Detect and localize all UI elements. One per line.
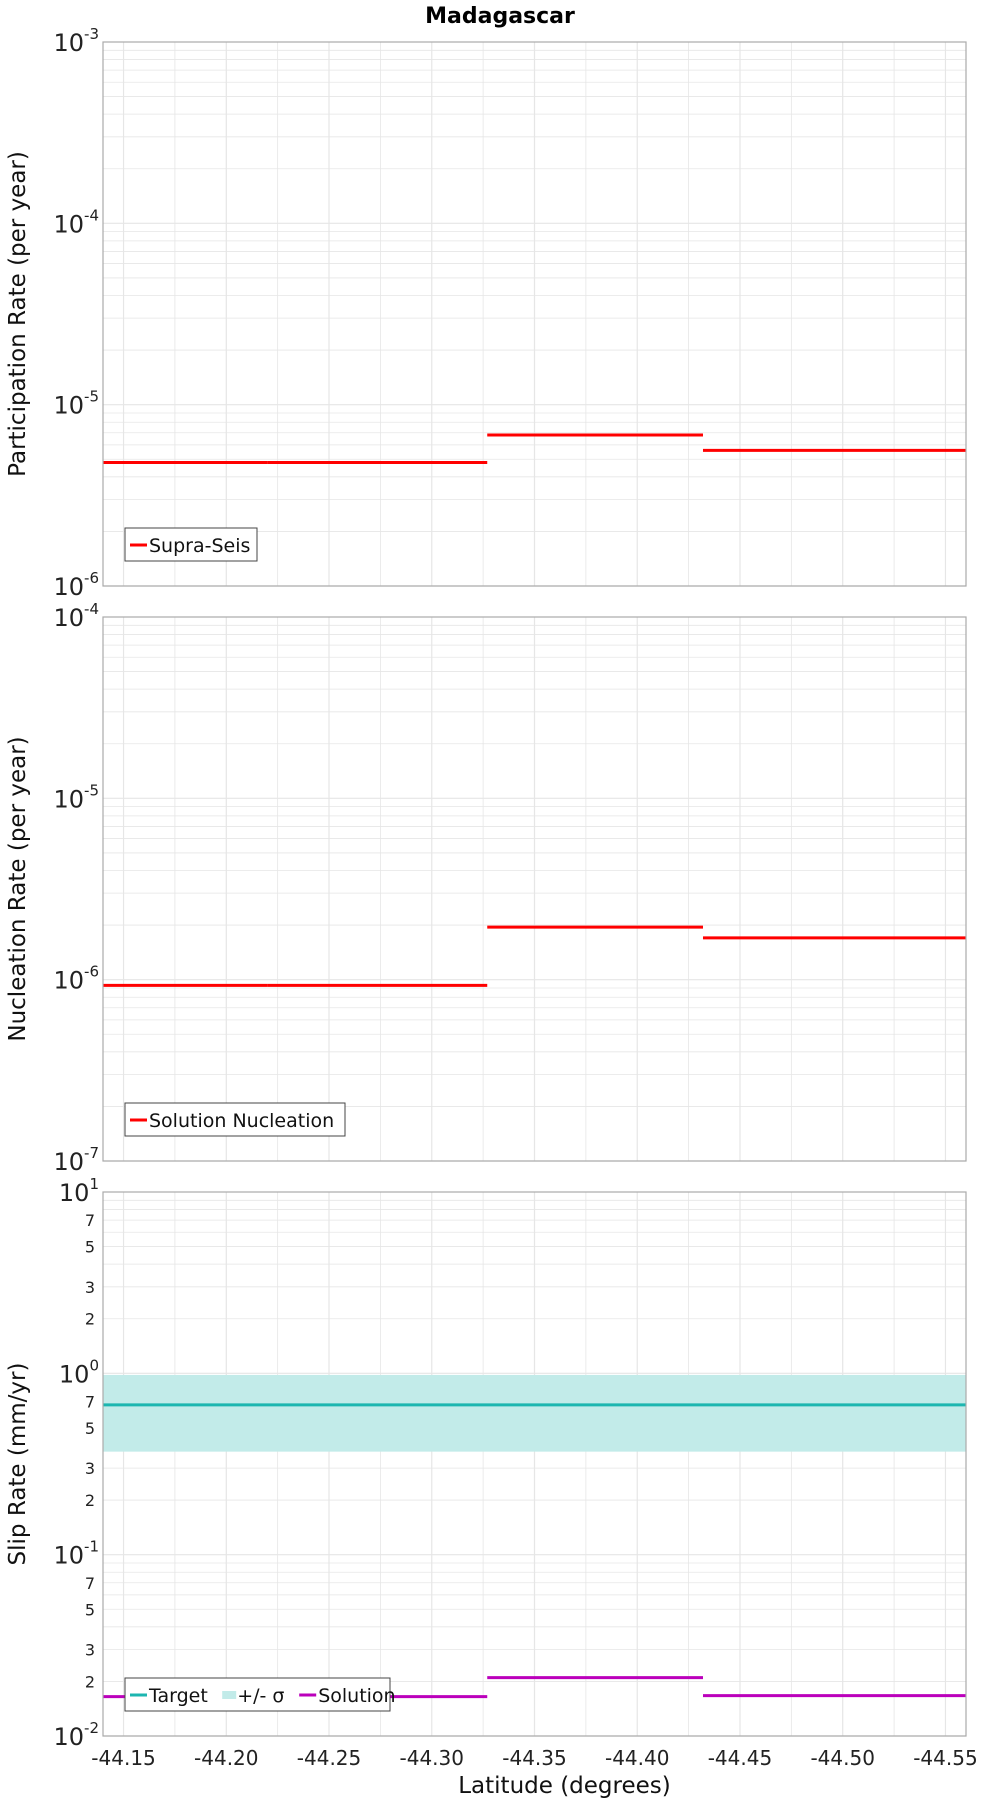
legend-label: +/- σ — [237, 1685, 284, 1707]
y-minor-tick-label: 7 — [85, 1574, 95, 1593]
x-tick-label: -44.30 — [400, 1746, 464, 1770]
figure-title: Madagascar — [425, 4, 575, 29]
y-axis-title: Slip Rate (mm/yr) — [5, 1363, 31, 1566]
x-tick-label: -44.20 — [194, 1746, 258, 1770]
plot-frame — [102, 1191, 967, 1737]
legend-box — [124, 1677, 391, 1712]
y-tick-label: 10-7 — [53, 1144, 99, 1176]
y-tick-label: 101 — [59, 1175, 99, 1207]
y-axis-title: Participation Rate (per year) — [5, 151, 31, 477]
legend: Solution Nucleation — [124, 1102, 346, 1137]
y-tick-label: 10-5 — [53, 781, 99, 813]
plot-frame — [102, 41, 967, 587]
y-minor-tick-label: 3 — [85, 1459, 95, 1478]
x-tick-label: -44.45 — [708, 1746, 772, 1770]
y-tick-label: 10-6 — [53, 569, 99, 601]
y-minor-tick-label: 5 — [85, 1238, 95, 1257]
sigma-band — [103, 1374, 966, 1452]
y-tick-label: 10-4 — [53, 206, 99, 238]
legend-label: Supra-Seis — [149, 535, 250, 557]
legend-swatch-band — [222, 1691, 237, 1699]
y-tick-label: 10-1 — [53, 1538, 99, 1570]
legend: Supra-Seis — [124, 527, 258, 562]
legend: Target +/- σ Solution — [124, 1677, 396, 1712]
x-tick-label: -44.25 — [297, 1746, 361, 1770]
y-minor-tick-label: 7 — [85, 1392, 95, 1411]
x-axis-title: Latitude (degrees) — [458, 1773, 671, 1799]
x-tick-label: -44.35 — [502, 1746, 566, 1770]
y-minor-tick-label: 2 — [85, 1310, 95, 1329]
y-tick-label: 100 — [59, 1356, 99, 1388]
legend-label: Solution — [318, 1685, 395, 1707]
y-tick-label: 10-4 — [53, 600, 99, 632]
legend-label: Target — [148, 1685, 208, 1707]
plot-frame — [102, 616, 967, 1162]
y-tick-label: 10-2 — [53, 1719, 99, 1751]
x-tick-label: -44.55 — [913, 1746, 977, 1770]
y-axis-title: Nucleation Rate (per year) — [5, 736, 31, 1041]
y-minor-tick-label: 3 — [85, 1278, 95, 1297]
y-tick-label: 10-6 — [53, 963, 99, 995]
x-tick-label: -44.15 — [91, 1746, 155, 1770]
y-minor-tick-label: 2 — [85, 1672, 95, 1691]
panel-1: 10-6 10-5 10-4 10-3 Participation Rate (per … — [5, 25, 967, 601]
y-minor-tick-label: 5 — [85, 1419, 95, 1438]
panel-2: 10-7 10-6 10-5 10-4 Nucleation Rate (per yea… — [5, 600, 967, 1176]
y-tick-label: 10-3 — [53, 25, 99, 57]
y-minor-tick-label: 5 — [85, 1600, 95, 1619]
legend-label: Solution Nucleation — [149, 1110, 334, 1132]
x-tick-label: -44.50 — [810, 1746, 874, 1770]
legend-box — [124, 1102, 346, 1137]
panel-3: 10-2 10-1 100 101 2 3 5 7 2 3 5 7 2 3 5 7 Slip Rate (mm/… — [5, 1175, 978, 1799]
x-tick-label: -44.40 — [605, 1746, 669, 1770]
y-minor-tick-label: 2 — [85, 1491, 95, 1510]
y-minor-tick-label: 7 — [85, 1211, 95, 1230]
y-tick-label: 10-5 — [53, 388, 99, 420]
y-minor-tick-label: 3 — [85, 1640, 95, 1659]
